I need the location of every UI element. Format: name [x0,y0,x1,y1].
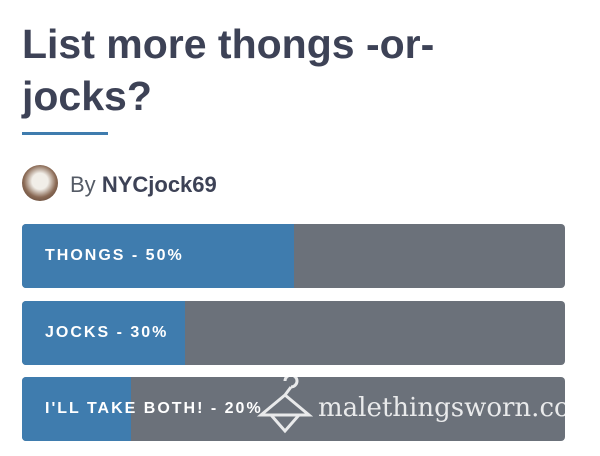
poll-bar [22,224,294,288]
option-label: I'LL TAKE BOTH! - 20% [45,400,263,417]
poll-option[interactable]: JOCKS - 30% [22,300,565,365]
poll-bar [22,300,185,365]
watermark: malethingsworn.com [318,393,595,423]
byline: By NYCjock69 [70,172,217,198]
author[interactable]: NYCjock69 [101,172,217,197]
option-label: THONGS - 50% [45,247,184,264]
poll-bar [22,377,131,441]
title: List more thongs -or- jocks? [22,21,435,119]
watermark-icon [256,375,314,434]
by-text: By [70,172,96,197]
option-label: JOCKS - 30% [45,323,169,341]
avatar[interactable] [22,165,58,201]
poll-option[interactable]: THONGS - 50% [22,224,565,288]
title-underline [22,132,108,135]
